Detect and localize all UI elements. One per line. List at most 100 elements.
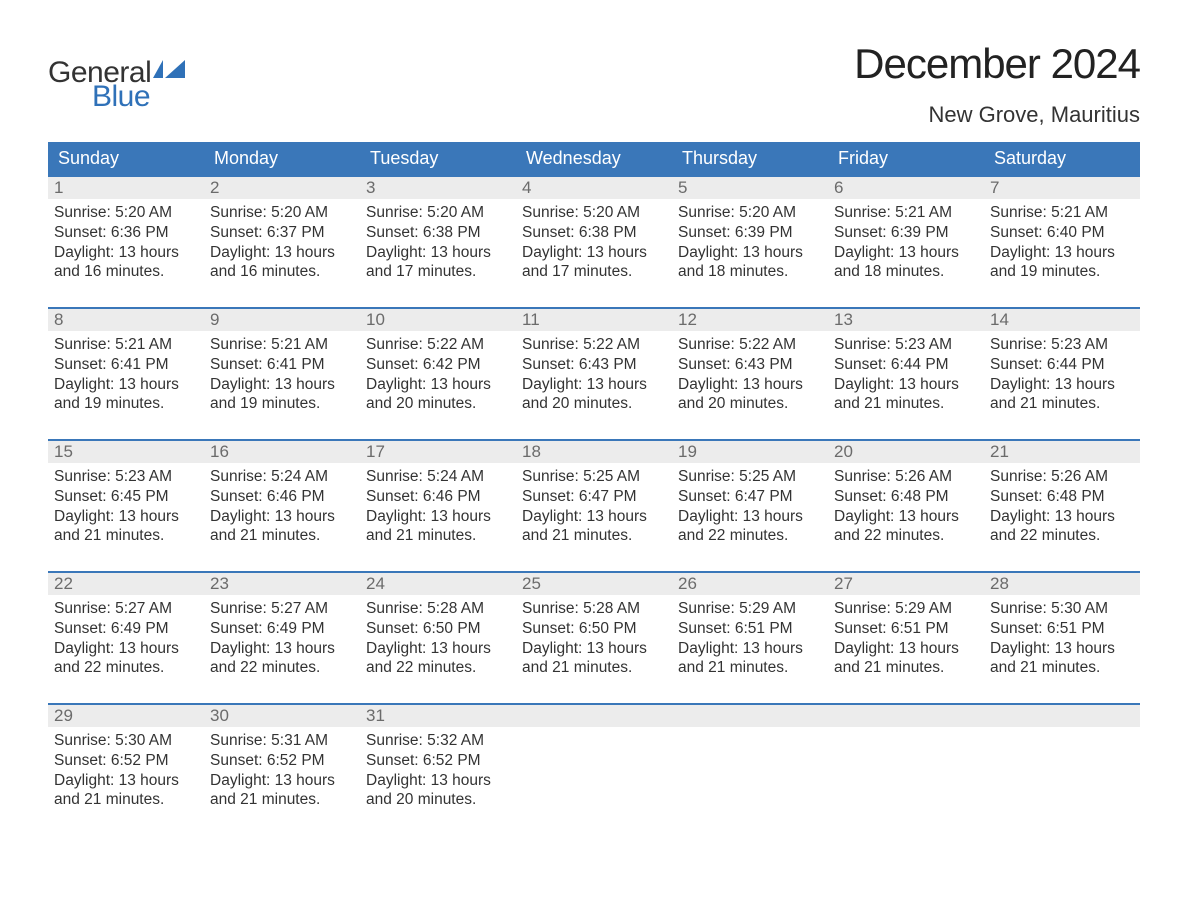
weekday-header: Friday <box>828 142 984 175</box>
calendar-week-row: 15Sunrise: 5:23 AMSunset: 6:45 PMDayligh… <box>48 439 1140 571</box>
sunset-line: Sunset: 6:44 PM <box>990 355 1134 375</box>
daylight-line-2: and 17 minutes. <box>522 262 666 282</box>
day-wrap: 21Sunrise: 5:26 AMSunset: 6:48 PMDayligh… <box>984 439 1140 550</box>
day-number <box>522 706 527 725</box>
day-body: Sunrise: 5:20 AMSunset: 6:38 PMDaylight:… <box>360 199 516 286</box>
sunset-line: Sunset: 6:48 PM <box>834 487 978 507</box>
daylight-line-2: and 16 minutes. <box>210 262 354 282</box>
day-number-row: 2 <box>204 177 360 199</box>
sunrise-line: Sunrise: 5:21 AM <box>210 335 354 355</box>
daylight-line-1: Daylight: 13 hours <box>210 507 354 527</box>
day-number-row: 3 <box>360 177 516 199</box>
daylight-line-1: Daylight: 13 hours <box>366 639 510 659</box>
calendar-cell: 7Sunrise: 5:21 AMSunset: 6:40 PMDaylight… <box>984 175 1140 307</box>
calendar-week-row: 1Sunrise: 5:20 AMSunset: 6:36 PMDaylight… <box>48 175 1140 307</box>
day-number <box>990 706 995 725</box>
daylight-line-2: and 21 minutes. <box>834 394 978 414</box>
daylight-line-1: Daylight: 13 hours <box>210 375 354 395</box>
day-number-row: 26 <box>672 573 828 595</box>
daylight-line-2: and 20 minutes. <box>678 394 822 414</box>
day-number: 5 <box>678 178 687 197</box>
sunrise-line: Sunrise: 5:27 AM <box>54 599 198 619</box>
daylight-line-2: and 21 minutes. <box>678 658 822 678</box>
day-body <box>984 727 1140 735</box>
day-wrap <box>828 703 984 735</box>
day-body: Sunrise: 5:28 AMSunset: 6:50 PMDaylight:… <box>360 595 516 682</box>
day-number: 27 <box>834 574 853 593</box>
sunset-line: Sunset: 6:52 PM <box>210 751 354 771</box>
day-number: 29 <box>54 706 73 725</box>
sunrise-line: Sunrise: 5:30 AM <box>990 599 1134 619</box>
daylight-line-1: Daylight: 13 hours <box>678 639 822 659</box>
day-number: 24 <box>366 574 385 593</box>
calendar-cell: 22Sunrise: 5:27 AMSunset: 6:49 PMDayligh… <box>48 571 204 703</box>
calendar-header-row: SundayMondayTuesdayWednesdayThursdayFrid… <box>48 142 1140 175</box>
daylight-line-2: and 21 minutes. <box>990 394 1134 414</box>
day-body: Sunrise: 5:22 AMSunset: 6:43 PMDaylight:… <box>516 331 672 418</box>
daylight-line-1: Daylight: 13 hours <box>210 243 354 263</box>
logo-text-blue: Blue <box>92 82 185 112</box>
day-number: 13 <box>834 310 853 329</box>
day-number <box>834 706 839 725</box>
day-wrap: 4Sunrise: 5:20 AMSunset: 6:38 PMDaylight… <box>516 175 672 286</box>
sunrise-line: Sunrise: 5:21 AM <box>54 335 198 355</box>
day-number-row <box>516 705 672 727</box>
day-body: Sunrise: 5:23 AMSunset: 6:45 PMDaylight:… <box>48 463 204 550</box>
sunrise-line: Sunrise: 5:22 AM <box>522 335 666 355</box>
sunset-line: Sunset: 6:51 PM <box>990 619 1134 639</box>
day-body <box>516 727 672 735</box>
daylight-line-1: Daylight: 13 hours <box>366 507 510 527</box>
day-number: 8 <box>54 310 63 329</box>
daylight-line-2: and 20 minutes. <box>366 790 510 810</box>
calendar-cell: 21Sunrise: 5:26 AMSunset: 6:48 PMDayligh… <box>984 439 1140 571</box>
sunset-line: Sunset: 6:50 PM <box>366 619 510 639</box>
calendar-cell: 13Sunrise: 5:23 AMSunset: 6:44 PMDayligh… <box>828 307 984 439</box>
sunset-line: Sunset: 6:37 PM <box>210 223 354 243</box>
day-body: Sunrise: 5:24 AMSunset: 6:46 PMDaylight:… <box>204 463 360 550</box>
daylight-line-1: Daylight: 13 hours <box>678 507 822 527</box>
day-number-row: 7 <box>984 177 1140 199</box>
daylight-line-2: and 22 minutes. <box>366 658 510 678</box>
weekday-header: Sunday <box>48 142 204 175</box>
day-number: 30 <box>210 706 229 725</box>
day-body: Sunrise: 5:24 AMSunset: 6:46 PMDaylight:… <box>360 463 516 550</box>
daylight-line-1: Daylight: 13 hours <box>366 375 510 395</box>
sunset-line: Sunset: 6:39 PM <box>834 223 978 243</box>
daylight-line-1: Daylight: 13 hours <box>522 375 666 395</box>
daylight-line-2: and 16 minutes. <box>54 262 198 282</box>
day-number: 3 <box>366 178 375 197</box>
day-wrap <box>984 703 1140 735</box>
day-wrap: 12Sunrise: 5:22 AMSunset: 6:43 PMDayligh… <box>672 307 828 418</box>
sunset-line: Sunset: 6:40 PM <box>990 223 1134 243</box>
day-wrap: 14Sunrise: 5:23 AMSunset: 6:44 PMDayligh… <box>984 307 1140 418</box>
day-number: 9 <box>210 310 219 329</box>
sunrise-line: Sunrise: 5:20 AM <box>522 203 666 223</box>
day-wrap: 20Sunrise: 5:26 AMSunset: 6:48 PMDayligh… <box>828 439 984 550</box>
day-number: 12 <box>678 310 697 329</box>
sunrise-line: Sunrise: 5:26 AM <box>834 467 978 487</box>
day-wrap: 9Sunrise: 5:21 AMSunset: 6:41 PMDaylight… <box>204 307 360 418</box>
sunrise-line: Sunrise: 5:20 AM <box>366 203 510 223</box>
calendar-week-row: 8Sunrise: 5:21 AMSunset: 6:41 PMDaylight… <box>48 307 1140 439</box>
sunset-line: Sunset: 6:43 PM <box>678 355 822 375</box>
sunrise-line: Sunrise: 5:30 AM <box>54 731 198 751</box>
day-body: Sunrise: 5:21 AMSunset: 6:39 PMDaylight:… <box>828 199 984 286</box>
day-wrap: 28Sunrise: 5:30 AMSunset: 6:51 PMDayligh… <box>984 571 1140 682</box>
daylight-line-2: and 20 minutes. <box>366 394 510 414</box>
calendar-cell: 23Sunrise: 5:27 AMSunset: 6:49 PMDayligh… <box>204 571 360 703</box>
daylight-line-2: and 18 minutes. <box>678 262 822 282</box>
sunrise-line: Sunrise: 5:21 AM <box>834 203 978 223</box>
sunset-line: Sunset: 6:48 PM <box>990 487 1134 507</box>
calendar-cell: 9Sunrise: 5:21 AMSunset: 6:41 PMDaylight… <box>204 307 360 439</box>
day-body: Sunrise: 5:23 AMSunset: 6:44 PMDaylight:… <box>984 331 1140 418</box>
day-number-row: 18 <box>516 441 672 463</box>
day-number: 20 <box>834 442 853 461</box>
page-title: December 2024 <box>854 40 1140 88</box>
sunset-line: Sunset: 6:36 PM <box>54 223 198 243</box>
day-wrap: 13Sunrise: 5:23 AMSunset: 6:44 PMDayligh… <box>828 307 984 418</box>
calendar-cell: 24 Sunrise: 5:28 AMSunset: 6:50 PMDayligh… <box>360 571 516 703</box>
daylight-line-2: and 21 minutes. <box>522 658 666 678</box>
day-number-row: 30 <box>204 705 360 727</box>
sunset-line: Sunset: 6:46 PM <box>210 487 354 507</box>
weekday-header: Saturday <box>984 142 1140 175</box>
